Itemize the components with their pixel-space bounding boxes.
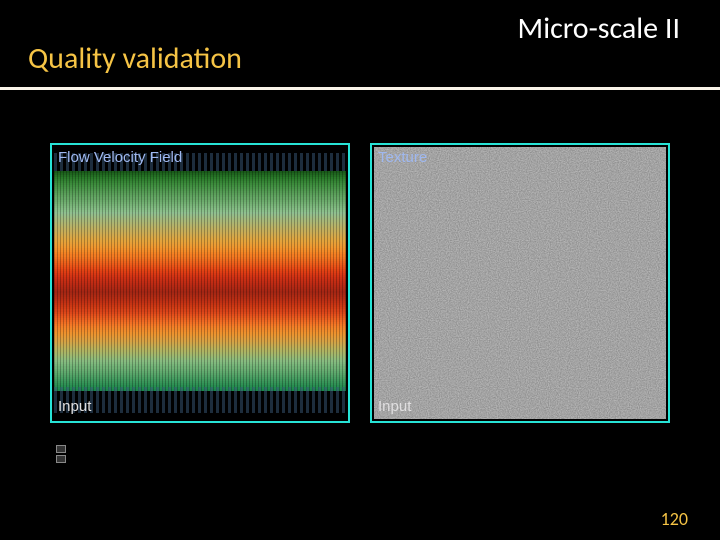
noise-svg bbox=[374, 147, 666, 419]
indicator-box-2 bbox=[56, 455, 66, 463]
indicator-box-1 bbox=[56, 445, 66, 453]
flow-panel-bottom-label: Input bbox=[58, 398, 91, 415]
slide-title-right: Micro-scale II bbox=[518, 10, 680, 47]
flow-bottom-dashes bbox=[54, 387, 346, 413]
texture-panel: Texture Input bbox=[370, 143, 670, 423]
small-indicator-boxes bbox=[56, 445, 66, 463]
noise-canvas bbox=[374, 147, 666, 419]
content-area: Flow Velocity Field Input Texture Inp bbox=[0, 95, 720, 495]
slide-title-left: Quality validation bbox=[28, 40, 242, 77]
flow-velocity-panel: Flow Velocity Field Input bbox=[50, 143, 350, 423]
page-number: 120 bbox=[661, 508, 688, 530]
flow-panel-title: Flow Velocity Field bbox=[58, 149, 182, 166]
texture-panel-bottom-label: Input bbox=[378, 398, 411, 415]
flow-lines-region bbox=[54, 171, 346, 391]
texture-panel-title: Texture bbox=[378, 149, 427, 166]
header: Micro-scale II Quality validation bbox=[0, 0, 720, 90]
